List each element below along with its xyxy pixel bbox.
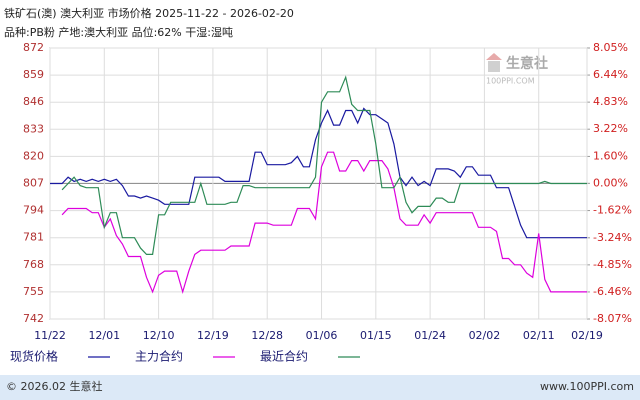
y2-tick-label: -1.62% <box>593 204 632 217</box>
y2-tick-label: -6.46% <box>593 285 632 298</box>
y-tick-label: 872 <box>23 41 44 54</box>
x-tick-label: 02/19 <box>571 329 603 342</box>
y2-tick-label: 6.44% <box>593 68 628 81</box>
series-line <box>61 151 587 295</box>
legend-label: 现货价格 <box>10 349 58 364</box>
y-tick-label: 807 <box>23 177 44 190</box>
x-tick-label: 01/06 <box>306 329 338 342</box>
chart-title: 铁矿石(澳) 澳大利亚 市场价格 2025-11-22 - 2026-02-20 <box>4 6 294 20</box>
footer-right: www.100PPI.com <box>540 380 634 393</box>
watermark-logo <box>486 53 502 72</box>
watermark-sub: 100PPI.COM <box>486 77 535 86</box>
x-tick-label: 12/10 <box>143 329 175 342</box>
x-tick-label: 01/24 <box>414 329 446 342</box>
x-tick-label: 11/22 <box>34 329 66 342</box>
chart-subtitle: 品种:PB粉 产地:澳大利亚 品位:62% 干湿:湿吨 <box>4 25 233 39</box>
x-tick-label: 01/15 <box>360 329 392 342</box>
y-tick-label: 820 <box>23 149 44 162</box>
footer-bar <box>0 375 640 400</box>
y2-tick-label: 0.00% <box>593 176 628 189</box>
y2-tick-label: 8.05% <box>593 41 628 54</box>
y-tick-label: 833 <box>23 122 44 135</box>
legend-label: 最近合约 <box>260 349 308 364</box>
y-tick-label: 768 <box>23 258 44 271</box>
y2-tick-label: 4.83% <box>593 95 628 108</box>
footer-left: © 2026.02 生意社 <box>6 379 102 393</box>
x-tick-label: 02/11 <box>523 329 555 342</box>
series-line <box>61 75 587 255</box>
y-tick-label: 859 <box>23 68 44 81</box>
y2-tick-label: 3.22% <box>593 122 628 135</box>
x-tick-label: 12/01 <box>88 329 120 342</box>
x-tick-label: 12/28 <box>251 329 283 342</box>
y2-tick-label: -8.07% <box>593 312 632 325</box>
y-tick-label: 794 <box>23 204 44 217</box>
y-tick-label: 846 <box>23 95 44 108</box>
x-tick-label: 02/02 <box>469 329 501 342</box>
y-tick-label: 755 <box>23 285 44 298</box>
y2-tick-label: -4.85% <box>593 258 632 271</box>
y2-tick-label: -3.24% <box>593 231 632 244</box>
watermark: 生意社 <box>506 55 548 72</box>
series-line <box>50 107 587 239</box>
y-tick-label: 742 <box>23 312 44 325</box>
y-tick-label: 781 <box>23 231 44 244</box>
legend-label: 主力合约 <box>135 349 183 364</box>
x-tick-label: 12/19 <box>197 329 229 342</box>
y2-tick-label: 1.60% <box>593 149 628 162</box>
